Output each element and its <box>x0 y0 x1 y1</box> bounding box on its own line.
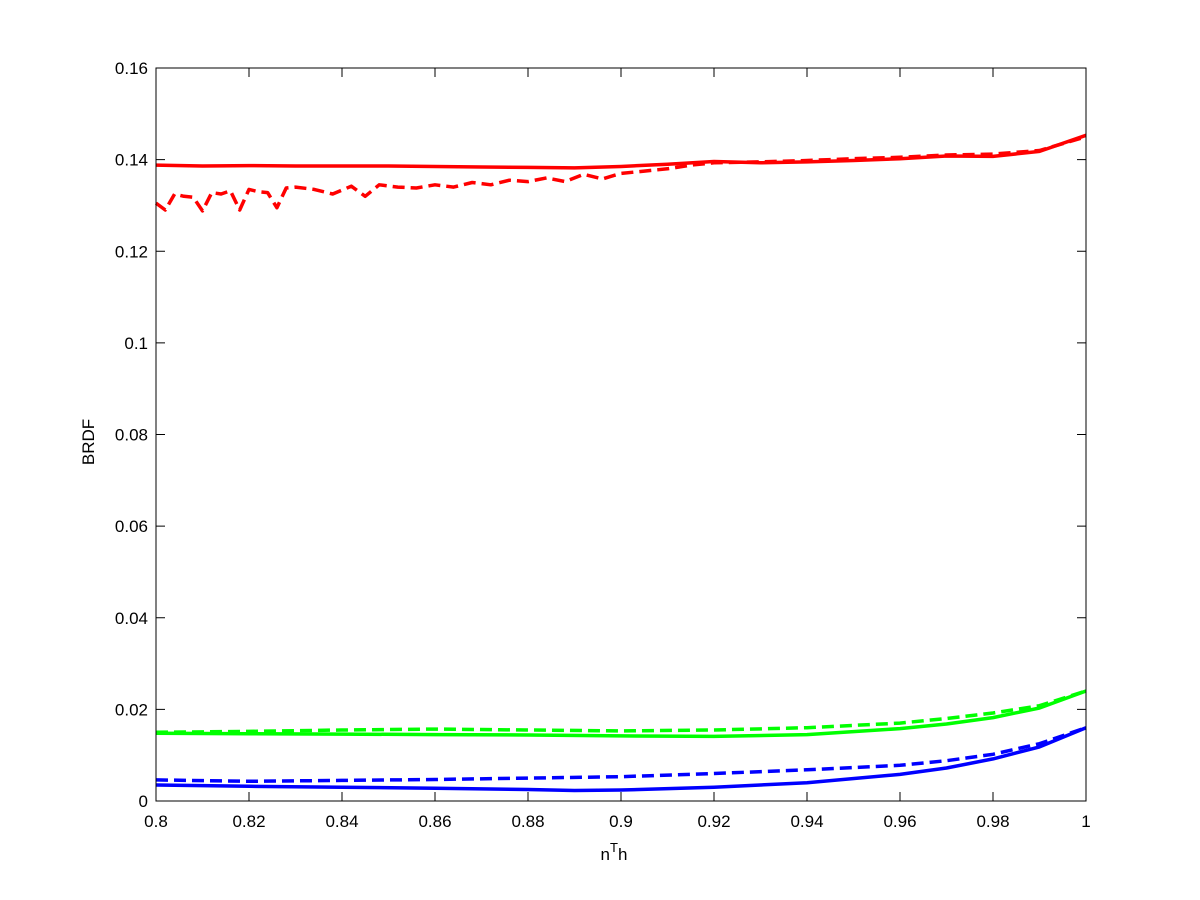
y-tick-label: 0.02 <box>115 700 148 719</box>
series-line-4 <box>155 689 1087 735</box>
x-tick-label: 0.88 <box>511 812 544 831</box>
x-tick-label: 0.94 <box>790 812 823 831</box>
x-axis-label-superscript: T <box>610 840 618 855</box>
y-tick-label: 0.08 <box>115 426 148 445</box>
y-tick-label: 0 <box>139 792 148 811</box>
x-axis-label: nTh <box>601 840 628 864</box>
x-tick-label: 0.96 <box>883 812 916 831</box>
y-tick-label: 0.1 <box>124 334 148 353</box>
x-axis-label-base: n <box>601 845 610 864</box>
y-tick-label: 0.04 <box>115 609 148 628</box>
y-tick-label: 0.14 <box>115 151 148 170</box>
series-line-6 <box>155 726 1087 784</box>
x-tick-label: 0.92 <box>697 812 730 831</box>
x-tick-label: 0.84 <box>325 812 358 831</box>
series-line-3 <box>155 689 1087 739</box>
x-tick-label: 0.9 <box>609 812 633 831</box>
x-tick-label: 0.98 <box>976 812 1009 831</box>
series-line-5 <box>155 726 1087 793</box>
x-tick-label: 1 <box>1081 812 1090 831</box>
y-tick-label: 0.16 <box>115 59 148 78</box>
series-line-2 <box>154 135 1087 213</box>
x-tick-label: 0.86 <box>418 812 451 831</box>
series-layer <box>154 133 1087 793</box>
x-tick-label: 0.8 <box>144 812 168 831</box>
y-tick-label: 0.12 <box>115 242 148 261</box>
x-tick-label: 0.82 <box>232 812 265 831</box>
y-tick-label: 0.06 <box>115 517 148 536</box>
y-axis-label: BRDF <box>79 419 98 465</box>
ticks-layer: 0.8 0.82 0.84 0.86 0.88 0.9 0.92 0.94 0.96 0.98 1 0… <box>115 59 1091 831</box>
x-axis-label-suffix: h <box>618 845 627 864</box>
